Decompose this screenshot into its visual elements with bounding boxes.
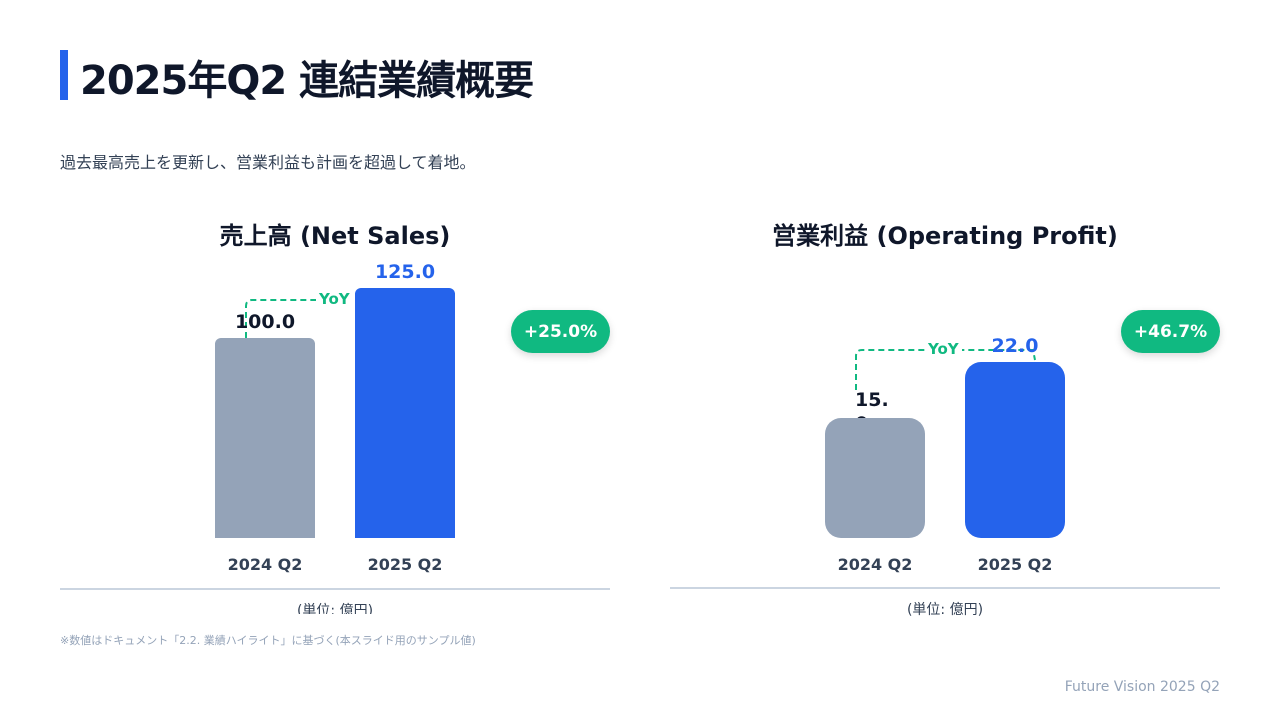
bar-2024-q2 (825, 418, 925, 538)
category-label: 2024 Q2 (837, 555, 913, 574)
category-label: 2024 Q2 (227, 555, 303, 574)
bar-2024-q2 (215, 338, 315, 538)
yoy-connector (855, 349, 1036, 390)
yoy-label: YoY (316, 290, 353, 308)
category-label: 2025 Q2 (367, 555, 443, 574)
footer-text: Future Vision 2025 Q2 (1064, 679, 1220, 695)
bar-2025-q2 (965, 362, 1065, 538)
data-label: 100.0 (234, 311, 296, 333)
footnote: ※数値はドキュメント「2.2. 業績ハイライト」に基づく(本スライド用のサンプル… (60, 634, 476, 647)
data-label: 22.0 (991, 335, 1039, 357)
unit-label: (単位: 億円) (906, 602, 984, 618)
category-label: 2025 Q2 (977, 555, 1053, 574)
x-axis-line (670, 587, 1220, 589)
page-title: 2025年Q2 連結業績概要 (80, 58, 534, 104)
data-label: 125.0 (374, 261, 436, 283)
yoy-connector (245, 299, 352, 338)
yoy-dashed-line (855, 349, 1036, 390)
title-accent-bar (60, 50, 68, 100)
chart-title-operating-profit: 営業利益 (Operating Profit) (772, 222, 1118, 250)
growth-badge: +25.0% (511, 310, 610, 353)
yoy-dashed-line (245, 299, 352, 338)
page-subtitle: 過去最高売上を更新し、営業利益も計画を超過して着地。 (60, 153, 476, 172)
unit-label: (単位: 億円) (296, 603, 374, 614)
x-axis-line (60, 588, 610, 590)
yoy-label: YoY (925, 340, 962, 358)
bar-2025-q2 (355, 288, 455, 538)
growth-badge: +46.7% (1121, 310, 1220, 353)
chart-title-net-sales: 売上高 (Net Sales) (219, 222, 451, 250)
